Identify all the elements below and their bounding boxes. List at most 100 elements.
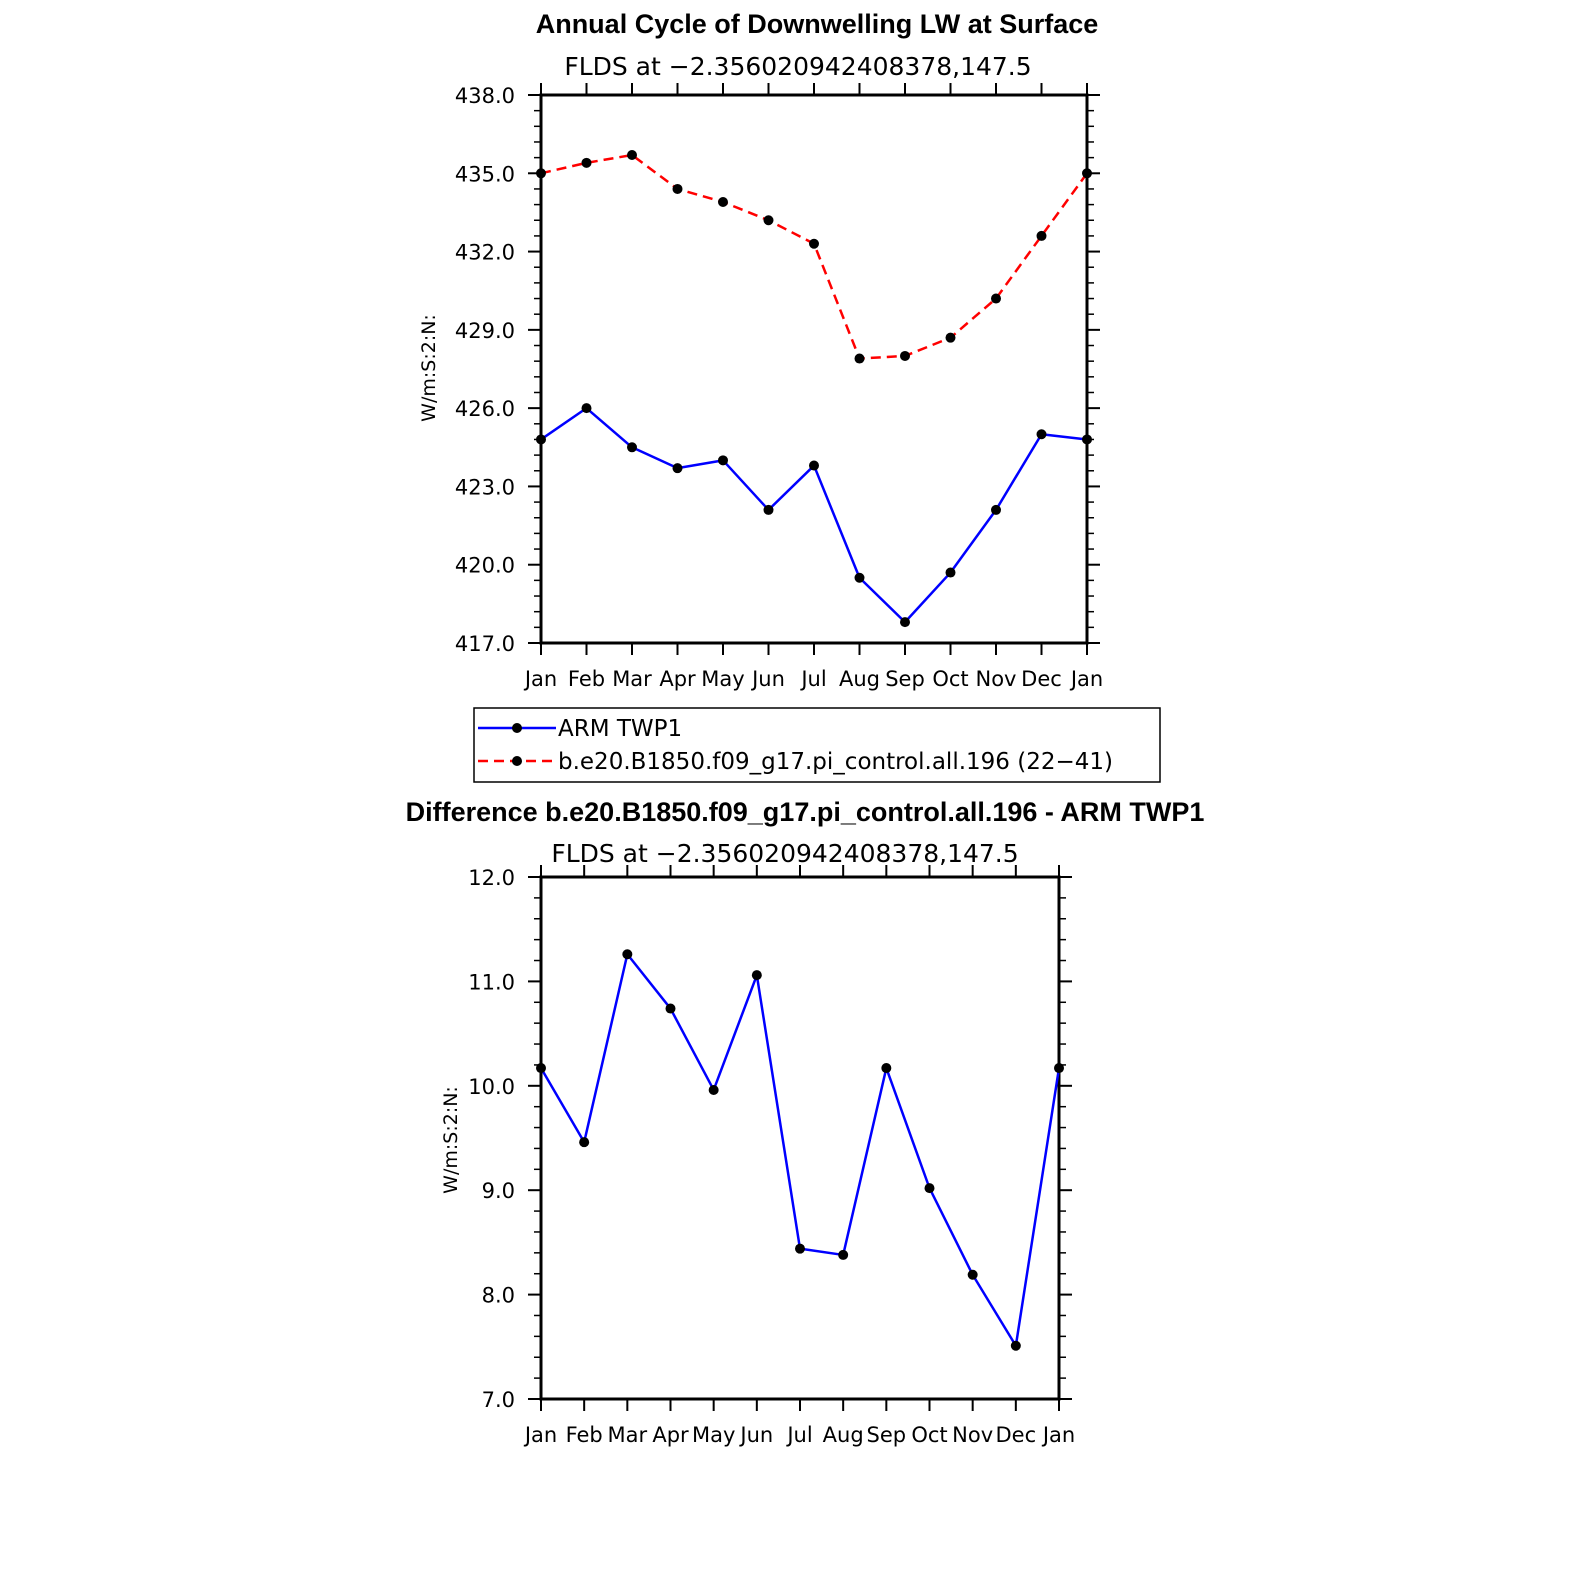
y-axis-label: W/m:S:2:N: [440,1086,462,1194]
data-point [809,460,819,471]
series-group [536,150,1092,628]
x-tick-label: Feb [566,1423,603,1447]
y-tick-label: 8.0 [482,1284,515,1308]
series-line-1 [540,153,1089,360]
legend: ARM TWP1 b.e20.B1850.f09_g17.pi_control.… [473,707,1161,783]
y-tick-label: 11.0 [468,970,515,994]
legend-label-arm: ARM TWP1 [558,716,682,742]
data-point [581,403,592,414]
plot-frame [539,93,1089,645]
data-point [991,504,1001,515]
data-point [809,238,819,249]
x-tick-label: Jan [1041,1423,1075,1447]
y-tick-label: 438.0 [455,84,515,108]
difference-chart: Difference b.e20.B1850.f09_g17.pi_contro… [406,797,1205,1447]
y-tick-label: 429.0 [455,319,515,343]
data-point [967,1269,978,1280]
x-tick-label: Apr [652,1423,689,1447]
series-line-0 [540,406,1088,624]
data-point [536,168,546,179]
x-tick-label: Sep [885,667,925,691]
x-tick-label: May [701,667,744,691]
x-tick-label: Aug [839,667,880,691]
x-tick-label: Nov [976,667,1017,691]
data-point [622,949,633,960]
x-tick-label: Aug [823,1423,864,1447]
x-tick-label: Jul [799,667,826,691]
y-tick-label: 12.0 [468,866,515,890]
data-point [763,504,774,515]
x-tick-label: May [692,1423,735,1447]
data-point [924,1183,935,1194]
x-tick-label: Jan [523,1423,557,1447]
chart-title: Annual Cycle of Downwelling LW at Surfac… [536,9,1099,39]
plot-axes: Jan Feb Mar Apr May Jun Jul Aug Sep Oct Nov Dec Jan7… [468,865,1075,1447]
data-point [945,332,956,343]
data-point [1010,1340,1021,1351]
data-point [708,1084,719,1095]
data-point [854,572,865,583]
x-tick-label: Oct [911,1423,947,1447]
y-tick-label: 426.0 [455,397,515,421]
data-point [854,353,865,364]
data-point [672,463,683,474]
series-group [536,949,1064,1351]
data-point [991,293,1001,304]
data-point [1082,434,1092,445]
x-tick-label: Jul [785,1423,812,1447]
x-tick-label: Sep [867,1423,907,1447]
legend-marker-arm [512,723,522,733]
x-tick-label: Dec [1021,667,1062,691]
y-tick-label: 435.0 [455,162,515,186]
data-point [1054,1063,1064,1074]
data-point [795,1243,805,1254]
data-point [718,196,728,207]
chart-subtitle: FLDS at −2.356020942408378,147.5 [564,52,1031,81]
x-tick-label: Feb [568,667,605,691]
x-tick-label: Jun [750,667,785,691]
y-tick-label: 423.0 [455,475,515,499]
data-point [945,567,956,578]
data-point [579,1137,590,1148]
data-point [881,1063,892,1074]
data-point [900,350,910,361]
legend-marker-model [512,756,522,766]
y-tick-label: 432.0 [455,241,515,265]
data-point [672,183,683,194]
series-line-0 [539,953,1061,1348]
data-point [1036,429,1047,440]
data-point [1082,168,1092,179]
x-tick-label: Dec [996,1423,1037,1447]
annual-cycle-chart: Annual Cycle of Downwelling LW at Surfac… [418,9,1103,691]
y-tick-label: 417.0 [455,632,515,656]
plot-axes: Jan Feb Mar Apr May Jun Jul Aug Sep Oct Nov Dec Jan 4… [455,83,1103,691]
data-point [627,442,637,453]
x-tick-label: Jun [738,1423,773,1447]
y-tick-label: 420.0 [455,554,515,578]
data-point [718,455,728,466]
x-tick-label: Jan [1069,667,1103,691]
data-point [900,617,910,628]
x-tick-label: Nov [952,1423,993,1447]
legend-label-model: b.e20.B1850.f09_g17.pi_control.all.196 (… [558,749,1113,775]
data-point [838,1249,849,1260]
x-tick-label: Mar [608,1423,648,1447]
plot-frame [539,875,1061,1401]
x-tick-label: Mar [612,667,652,691]
data-point [536,1063,546,1074]
y-tick-label: 9.0 [482,1179,515,1203]
data-point [536,434,546,445]
data-point [581,157,592,168]
chart-title: Difference b.e20.B1850.f09_g17.pi_contro… [406,797,1205,827]
data-point [763,215,774,226]
data-point [665,1003,676,1014]
y-tick-label: 10.0 [468,1075,515,1099]
data-point [751,970,762,981]
y-axis-label: W/m:S:2:N: [418,314,440,422]
y-tick-label: 7.0 [482,1388,515,1412]
chart-subtitle: FLDS at −2.356020942408378,147.5 [551,839,1018,868]
x-tick-label: Jan [523,667,557,691]
x-tick-label: Oct [932,667,968,691]
data-point [1036,230,1047,241]
